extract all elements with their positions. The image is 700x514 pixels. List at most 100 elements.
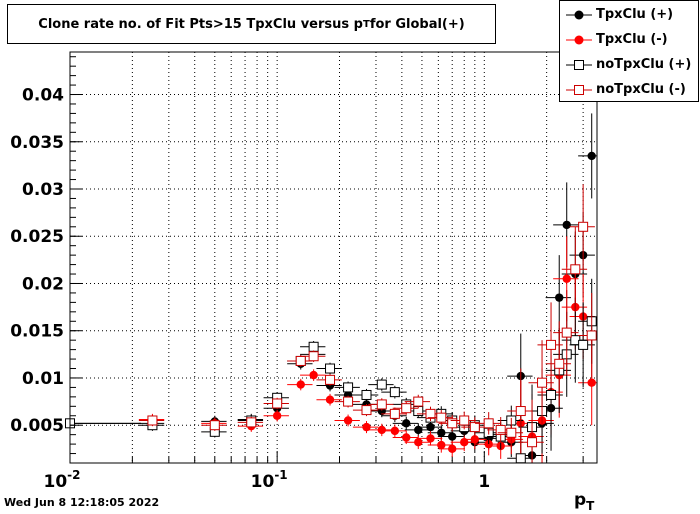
legend-label: noTpxClu (-): [596, 82, 686, 97]
data-point: [325, 374, 336, 385]
filled-circle-icon: [566, 10, 592, 20]
data-point: [402, 433, 411, 442]
open-square-icon: [566, 85, 592, 95]
data-point: [555, 293, 564, 302]
legend-entry-notpxclu-plus: noTpxClu (+): [560, 53, 698, 77]
data-point: [448, 444, 457, 454]
data-point: [308, 341, 319, 352]
y-tick-label: 0.04: [22, 86, 64, 106]
chart-axes: 0.005 0.01 0.015 0.02 0.025 0.03 0.035 0.04 10-2…: [10, 51, 598, 492]
chart-title-subscript: T: [362, 18, 370, 30]
data-point: [578, 339, 589, 350]
data-point: [586, 330, 597, 341]
chart-title-text: Clone rate no. of Fit Pts>15 TpxClu vers…: [38, 16, 363, 32]
data-point: [147, 415, 158, 426]
data-point: [469, 422, 480, 433]
data-point: [376, 379, 387, 390]
data-point: [246, 417, 257, 428]
data-point: [309, 370, 318, 380]
data-point: [272, 411, 282, 420]
series-3: [138, 184, 597, 463]
legend-entry-notpxclu-minus: noTpxClu (-): [560, 78, 698, 102]
data-point: [377, 425, 386, 435]
data-point: [506, 427, 517, 438]
data-point: [295, 355, 306, 366]
legend-entry-tpxclu-minus: TpxClu (-): [560, 28, 698, 52]
x-axis-label: pT: [574, 490, 595, 513]
series-2: [65, 278, 597, 464]
y-tick-label: 0.015: [10, 322, 64, 342]
data-point: [470, 435, 480, 444]
data-point: [587, 151, 596, 161]
data-point: [389, 408, 400, 419]
data-point: [389, 387, 400, 398]
data-point: [437, 428, 446, 437]
x-tick-label: 10-2: [43, 468, 80, 492]
data-point: [437, 440, 446, 450]
data-point: [325, 395, 335, 404]
data-point: [562, 220, 571, 230]
data-point: [426, 422, 435, 432]
data-point: [343, 382, 354, 393]
legend-label: noTpxClu (+): [596, 57, 692, 72]
y-tick-label: 0.03: [22, 180, 64, 200]
data-point: [447, 418, 458, 429]
data-point: [578, 221, 589, 232]
data-point: [515, 406, 526, 417]
timestamp-footer: Wed Jun 8 12:18:05 2022: [4, 496, 160, 509]
data-point: [546, 339, 557, 350]
filled-circle-icon: [566, 35, 592, 45]
chart-grid: [69, 52, 597, 463]
y-tick-label: 0.01: [22, 369, 64, 389]
data-point: [436, 412, 447, 423]
data-point: [414, 438, 423, 447]
data-point: [562, 274, 571, 283]
data-point: [460, 438, 469, 447]
data-point: [376, 399, 387, 410]
y-tick-label: 0.025: [10, 227, 64, 247]
data-point: [413, 396, 424, 407]
data-point: [325, 363, 336, 374]
data-point: [527, 437, 538, 448]
data-point: [495, 424, 506, 435]
plot-frame: [69, 51, 598, 464]
chart-title: Clone rate no. of Fit Pts>15 TpxClu vers…: [7, 4, 496, 44]
data-point: [448, 432, 457, 441]
x-tick-label: 1: [478, 472, 490, 492]
data-point: [546, 389, 557, 400]
data-point: [390, 426, 400, 436]
chart-marks: [65, 113, 597, 464]
data-point: [296, 380, 305, 389]
data-point: [414, 425, 423, 435]
data-point: [401, 403, 412, 414]
data-point: [308, 351, 319, 362]
data-point: [361, 389, 372, 400]
data-point: [343, 416, 353, 425]
chart-title-tail: for Global(+): [369, 16, 465, 32]
legend-entry-tpxclu-plus: TpxClu (+): [560, 3, 698, 27]
data-point: [561, 327, 572, 338]
data-point: [361, 405, 372, 416]
data-point: [426, 434, 435, 443]
data-point: [459, 415, 470, 426]
data-point: [554, 358, 565, 369]
y-tick-label: 0.035: [10, 133, 64, 153]
data-point: [483, 418, 494, 429]
data-point: [587, 378, 596, 387]
open-square-icon: [566, 60, 592, 70]
x-tick-label: 10-1: [251, 468, 288, 492]
data-point: [570, 264, 581, 275]
legend-label: TpxClu (-): [596, 32, 668, 47]
chart-legend: TpxClu (+) TpxClu (-) noTpxClu (+) noTpx…: [559, 0, 699, 102]
data-point: [272, 398, 283, 409]
legend-label: TpxClu (+): [596, 7, 674, 22]
data-point: [515, 453, 526, 464]
data-point: [425, 408, 436, 419]
data-point: [343, 396, 354, 407]
data-point: [402, 419, 411, 428]
y-tick-label: 0.005: [10, 416, 64, 436]
data-point: [537, 377, 548, 388]
data-point: [362, 422, 371, 432]
data-point: [209, 420, 220, 431]
